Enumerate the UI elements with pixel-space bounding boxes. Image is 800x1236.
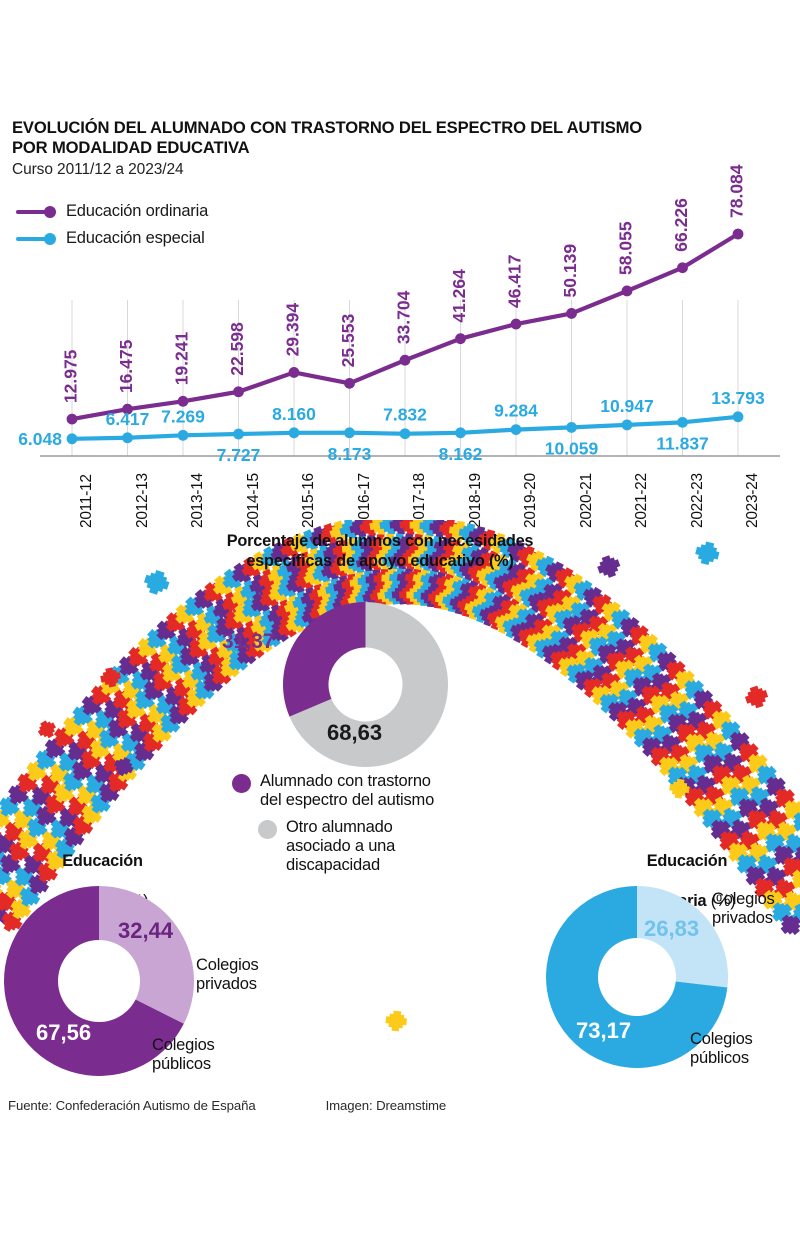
puzzle-ribbon-decoration bbox=[0, 513, 800, 1100]
footer-image-credit: Imagen: Dreamstime bbox=[325, 1098, 447, 1113]
line-swatch-icon bbox=[16, 205, 62, 218]
svg-text:8.162: 8.162 bbox=[439, 444, 483, 464]
svg-text:8.173: 8.173 bbox=[328, 444, 372, 464]
donut-legend-item-otro: Otro alumnado asociado a una discapacida… bbox=[258, 818, 512, 876]
line-swatch-icon bbox=[16, 232, 62, 245]
donut-value-6756: 67,56 bbox=[36, 1020, 92, 1045]
svg-text:10.947: 10.947 bbox=[600, 396, 654, 416]
legend-item-ordinaria: Educación ordinaria bbox=[16, 198, 336, 225]
svg-text:78.084: 78.084 bbox=[727, 164, 747, 218]
svg-text:7.727: 7.727 bbox=[217, 445, 261, 465]
svg-text:41.264: 41.264 bbox=[449, 269, 469, 323]
svg-text:11.837: 11.837 bbox=[656, 433, 709, 453]
svg-text:7.832: 7.832 bbox=[383, 405, 427, 425]
donut-legend: Alumnado con trastorno del espectro del … bbox=[232, 772, 512, 882]
line-chart-legend: Educación ordinaria Educación especial bbox=[16, 198, 336, 252]
donut-legend-label-otro: Otro alumnado asociado a una discapacida… bbox=[286, 817, 396, 875]
svg-text:66.226: 66.226 bbox=[671, 198, 691, 252]
donut-cat-left-publicos: Colegios públicos bbox=[152, 1036, 215, 1074]
svg-text:10.059: 10.059 bbox=[545, 438, 599, 458]
donut-cat-right-publicos: Colegios públicos bbox=[690, 1030, 753, 1068]
infographic-header: EVOLUCIÓN DEL ALUMNADO CON TRASTORNO DEL… bbox=[12, 118, 788, 179]
donut-value-2683: 26,83 bbox=[644, 916, 700, 941]
donut-educacion-ordinaria bbox=[546, 886, 728, 1068]
legend-label-especial: Educación especial bbox=[66, 229, 205, 247]
donut-legend-item-autismo: Alumnado con trastorno del espectro del … bbox=[232, 772, 512, 811]
donut-cat-left-privados: Colegios privados bbox=[196, 956, 259, 994]
donut-ordinaria-svg bbox=[546, 886, 728, 1068]
svg-text:7.269: 7.269 bbox=[161, 406, 205, 426]
svg-text:58.055: 58.055 bbox=[616, 221, 636, 275]
legend-dot-purple-icon bbox=[232, 774, 251, 793]
donut-especial-svg bbox=[4, 886, 194, 1076]
donut-necesidades bbox=[283, 602, 448, 767]
puzzle-svg bbox=[0, 513, 800, 1032]
svg-text:29.394: 29.394 bbox=[283, 303, 303, 357]
donut-value-31: 31,37 bbox=[222, 630, 275, 653]
footer-source: Fuente: Confederación Autismo de España bbox=[8, 1098, 256, 1113]
legend-item-especial: Educación especial bbox=[16, 225, 336, 252]
donut-necesidades-svg bbox=[283, 602, 448, 767]
svg-text:13.793: 13.793 bbox=[711, 388, 765, 408]
donut-legend-label-autismo: Alumnado con trastorno del espectro del … bbox=[260, 772, 435, 810]
donut-title-necesidades: Porcentaje de alumnos con necesidades es… bbox=[226, 532, 534, 570]
donut-value-7317: 73,17 bbox=[576, 1018, 632, 1043]
donut-value-68: 68,63 bbox=[327, 720, 383, 745]
svg-text:8.160: 8.160 bbox=[272, 404, 316, 424]
legend-dot-gray-icon bbox=[258, 819, 277, 839]
svg-text:46.417: 46.417 bbox=[505, 255, 525, 309]
svg-text:6.048: 6.048 bbox=[18, 429, 62, 449]
svg-text:25.553: 25.553 bbox=[338, 314, 358, 368]
page-title: EVOLUCIÓN DEL ALUMNADO CON TRASTORNO DEL… bbox=[12, 118, 643, 157]
svg-text:22.598: 22.598 bbox=[227, 322, 247, 376]
svg-text:12.975: 12.975 bbox=[61, 349, 81, 403]
donut-educacion-especial bbox=[4, 886, 194, 1076]
donut-title-ordinaria-suffix: (%) bbox=[706, 891, 736, 910]
footer: Fuente: Confederación Autismo de España … bbox=[8, 1098, 798, 1113]
line-chart-svg: 12.975 16.475 19.241 22.598 29.394 25.553 33.7… bbox=[18, 164, 780, 465]
svg-text:6.417: 6.417 bbox=[106, 409, 150, 429]
page-subtitle: Curso 2011/12 a 2023/24 bbox=[12, 161, 184, 179]
svg-text:16.475: 16.475 bbox=[116, 339, 136, 393]
donut-cat-right-privados: Colegios privados bbox=[712, 890, 775, 928]
donut-title-ordinaria-l1: Educación bbox=[646, 851, 728, 870]
svg-text:50.139: 50.139 bbox=[560, 244, 580, 298]
svg-text:33.704: 33.704 bbox=[394, 290, 414, 344]
line-chart: 12.975 16.475 19.241 22.598 29.394 25.553 33.7… bbox=[0, 150, 800, 540]
svg-text:19.241: 19.241 bbox=[172, 332, 192, 386]
donut-title-especial-l1: Educación bbox=[62, 851, 143, 870]
legend-label-ordinaria: Educación ordinaria bbox=[66, 202, 209, 220]
donut-charts-section: Porcentaje de alumnos con necesidades es… bbox=[0, 520, 800, 1100]
svg-text:9.284: 9.284 bbox=[494, 401, 538, 421]
donut-value-3244: 32,44 bbox=[118, 918, 174, 943]
